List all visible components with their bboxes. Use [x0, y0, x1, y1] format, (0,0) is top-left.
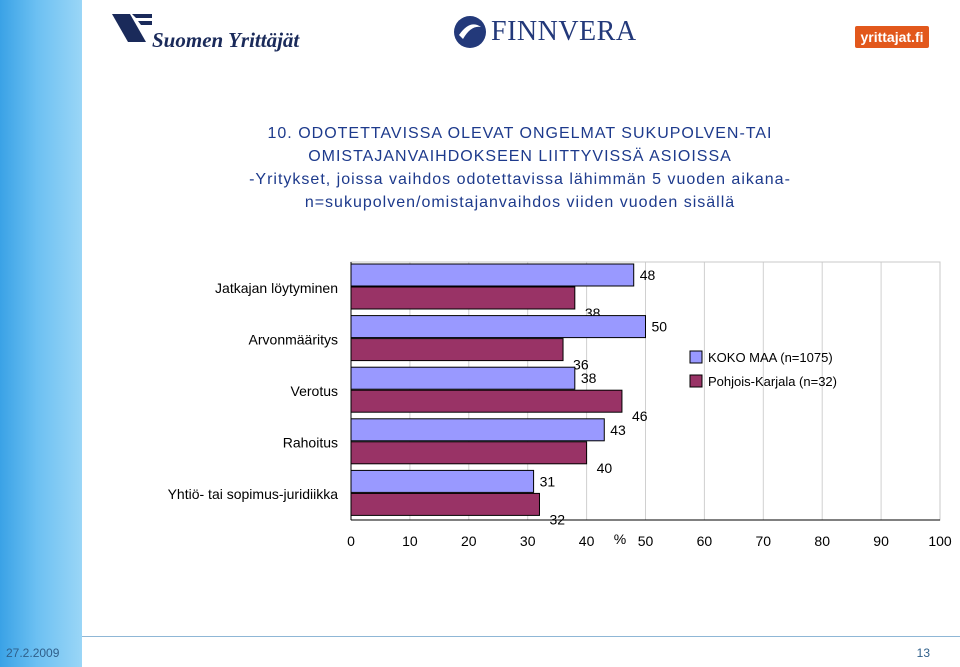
legend-swatch [689, 374, 703, 388]
x-tick-label: 30 [520, 533, 536, 549]
x-tick-label: 60 [697, 533, 713, 549]
x-tick-label: 80 [814, 533, 830, 549]
x-tick-label: 40 [579, 533, 595, 549]
bar-pohjois-karjala [350, 338, 564, 362]
data-label: 40 [597, 460, 613, 476]
suomen-yrittajat-emblem-icon [112, 14, 152, 42]
footer-divider [82, 636, 960, 637]
page-number: 13 [916, 646, 930, 660]
bar-koko-maa [350, 263, 635, 287]
x-tick-label: 50 [638, 533, 654, 549]
finnvera-logo: FINNVERA [453, 12, 653, 52]
title-line-3: -Yritykset, joissa vaihdos odotettavissa… [249, 171, 791, 188]
suomen-yrittajat-wordmark: Suomen Yrittäjät [152, 28, 300, 52]
legend-entry: Pohjois-Karjala (n=32) [708, 374, 837, 389]
bar-koko-maa [350, 366, 576, 390]
bar-koko-maa [350, 469, 535, 493]
data-label: 46 [632, 408, 648, 424]
data-label: 32 [549, 511, 565, 527]
finnvera-emblem-icon [454, 16, 486, 48]
x-tick-label: 100 [928, 533, 952, 549]
bar-pohjois-karjala [350, 389, 623, 413]
title-line-4: n=sukupolven/omistajanvaihdos viiden vuo… [304, 194, 736, 211]
title-line-2: OMISTAJANVAIHDOKSEEN LIITTYVISSÄ ASIOISS… [308, 148, 732, 165]
chart-title: 10. ODOTETTAVISSA OLEVAT ONGELMAT SUKUPO… [200, 122, 840, 214]
legend-entry: KOKO MAA (n=1075) [708, 350, 833, 365]
x-tick-label: 0 [347, 533, 355, 549]
title-line-1: 10. ODOTETTAVISSA OLEVAT ONGELMAT SUKUPO… [267, 125, 773, 142]
x-axis-label: % [614, 531, 626, 547]
x-tick-label: 70 [756, 533, 772, 549]
suomen-yrittajat-logo: Suomen Yrittäjät [112, 12, 312, 52]
bar-koko-maa [350, 315, 646, 339]
left-decor-band [0, 0, 82, 667]
x-tick-label: 90 [873, 533, 889, 549]
data-label: 36 [573, 357, 589, 373]
category-label: Verotus [291, 383, 338, 399]
footer-date: 27.2.2009 [6, 646, 60, 660]
data-label: 48 [640, 267, 656, 283]
legend-swatch [689, 350, 703, 364]
bar-pohjois-karjala [350, 492, 540, 516]
yrittajat-fi-logo: yrittajat.fi [855, 26, 929, 48]
category-label: Rahoitus [283, 435, 338, 451]
data-label: 31 [540, 473, 556, 489]
bar-pohjois-karjala [350, 441, 588, 465]
data-label: 38 [581, 370, 597, 386]
category-label: Yhtiö- tai sopimus-juridiikka [168, 486, 339, 502]
x-tick-label: 20 [461, 533, 477, 549]
finnvera-wordmark: FINNVERA [491, 16, 637, 47]
data-label: 50 [652, 319, 668, 335]
x-tick-label: 10 [402, 533, 418, 549]
category-label: Jatkajan löytyminen [215, 280, 338, 296]
category-label: Arvonmääritys [249, 331, 338, 347]
bar-pohjois-karjala [350, 286, 576, 310]
bar-koko-maa [350, 418, 605, 442]
data-label: 43 [610, 422, 626, 438]
